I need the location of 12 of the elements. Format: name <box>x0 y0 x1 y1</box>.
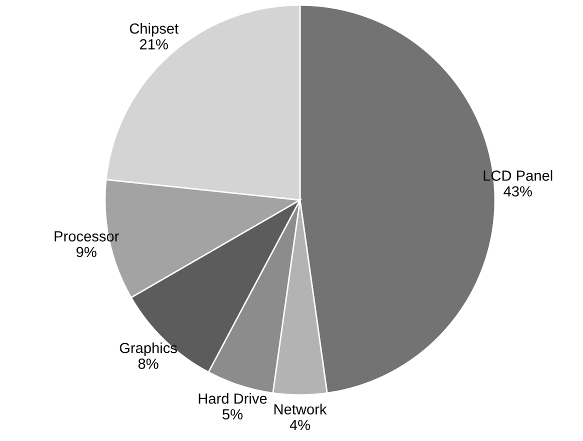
data-label: 8% <box>138 358 158 369</box>
data-label: 4% <box>290 420 310 430</box>
slice-label: LCD Panel <box>484 170 552 181</box>
slice-label: Processor <box>54 231 119 242</box>
data-label: 43% <box>504 186 532 197</box>
slice-label: Graphics <box>120 342 177 356</box>
data-label: 21% <box>140 39 168 50</box>
data-label: 9% <box>76 246 96 258</box>
slice-label: Network <box>274 404 327 414</box>
slice-label: Hard Drive <box>198 393 267 404</box>
slice-label: Chipset <box>130 23 178 37</box>
data-label: 5% <box>222 409 243 420</box>
